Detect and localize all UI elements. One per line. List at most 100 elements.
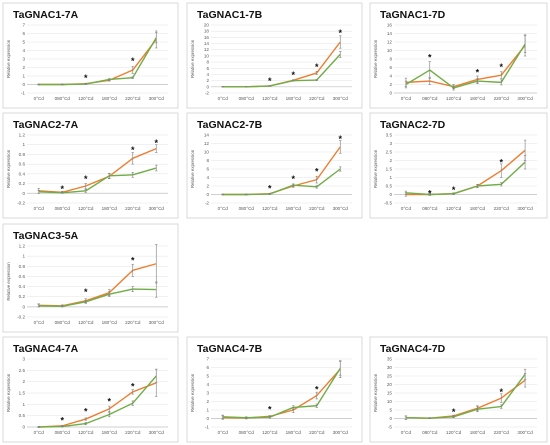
y-tick-label: 4: [206, 382, 209, 387]
y-axis-label: Relative expression: [373, 149, 378, 188]
x-tick-label: 220°Cd: [125, 430, 141, 435]
x-tick-label: 220°Cd: [494, 430, 510, 435]
series-line: [405, 161, 526, 196]
x-tick-label: 120°Cd: [446, 430, 462, 435]
chart-title: TaGNAC4-7D: [380, 343, 446, 355]
y-tick-label: 0.2: [19, 294, 26, 299]
y-axis-label: Relative expression: [6, 39, 11, 78]
chart-title: TaGNAC2-7A: [13, 119, 79, 131]
y-tick-label: 6: [206, 167, 209, 172]
y-tick-label: 0.6: [19, 162, 26, 167]
x-tick-label: 120°Cd: [78, 206, 94, 211]
x-tick-label: 080°Cd: [239, 206, 255, 211]
y-tick-label: 20: [387, 382, 393, 387]
y-tick-label: 3: [22, 357, 25, 362]
chart-panel: TaGNAC4-7B -1 0 1 2 3 4 5 6 7 Relative expression 0…: [186, 336, 363, 443]
y-tick-label: 2: [22, 379, 25, 384]
y-tick-label: 12: [204, 47, 210, 52]
y-tick-label: 16: [387, 23, 393, 28]
series-line: [38, 37, 157, 86]
x-tick-label: 300°Cd: [517, 206, 533, 211]
y-tick-label: 3: [206, 391, 209, 396]
y-tick-label: 0: [206, 84, 209, 89]
y-tick-label: 3.5: [386, 133, 393, 138]
y-tick-label: -1: [205, 425, 210, 430]
significance-marker: *: [291, 70, 295, 80]
significance-marker: *: [338, 28, 342, 38]
y-tick-label: -2: [205, 91, 210, 96]
y-tick-label: 7: [22, 23, 25, 28]
y-tick-label: 14: [204, 133, 210, 138]
x-tick-label: 0°Cd: [218, 430, 229, 435]
series-line: [38, 375, 157, 428]
x-tick-label: 300°Cd: [149, 96, 165, 101]
series-line: [405, 44, 526, 88]
x-tick-label: 080°Cd: [55, 320, 71, 325]
chart-panel: TaGNAC2-7B -2 0 2 4 6 8 10 12 14 Relative expressi…: [186, 112, 363, 219]
x-tick-label: 220°Cd: [494, 206, 510, 211]
series-line: [38, 288, 157, 308]
chart-panel: TaGNAC4-7D -5 0 5 10 15 20 25 30 35 Relative expre…: [369, 336, 548, 443]
significance-marker: *: [131, 56, 135, 66]
chart-title: TaGNAC1-7B: [197, 9, 263, 21]
y-tick-label: 6: [22, 31, 25, 36]
x-tick-label: 180°Cd: [102, 206, 118, 211]
panel-frame: [369, 336, 548, 443]
y-tick-label: 0.5: [19, 413, 26, 418]
x-tick-label: 220°Cd: [494, 96, 510, 101]
x-tick-label: 220°Cd: [125, 206, 141, 211]
y-tick-label: 0: [22, 82, 25, 87]
chart-title: TaGNAC1-7D: [380, 9, 446, 21]
x-tick-label: 180°Cd: [102, 96, 118, 101]
y-tick-label: 0.2: [19, 181, 26, 186]
y-tick-label: 1.2: [19, 133, 26, 138]
y-tick-label: 2: [206, 399, 209, 404]
significance-marker: *: [131, 256, 135, 266]
y-tick-label: 8: [206, 158, 209, 163]
significance-marker: *: [428, 52, 432, 62]
significance-marker: *: [499, 62, 503, 72]
y-axis-label: Relative expression: [6, 262, 11, 301]
y-tick-label: 8: [389, 57, 392, 62]
panel-frame: [2, 2, 179, 109]
y-tick-label: 14: [387, 31, 393, 36]
x-tick-label: 080°Cd: [55, 96, 71, 101]
y-tick-label: 20: [204, 23, 210, 28]
y-tick-label: 4: [22, 48, 25, 53]
panel-frame: [186, 336, 363, 443]
y-tick-label: 0.4: [19, 284, 26, 289]
significance-marker: *: [476, 67, 480, 77]
x-tick-label: 120°Cd: [446, 206, 462, 211]
y-tick-label: 4: [206, 175, 209, 180]
y-tick-label: -0.5: [384, 201, 392, 206]
x-tick-label: 080°Cd: [55, 430, 71, 435]
x-tick-label: 120°Cd: [78, 320, 94, 325]
y-axis-label: Relative expression: [373, 39, 378, 78]
y-tick-label: 0.4: [19, 171, 26, 176]
x-tick-label: 0°Cd: [218, 96, 229, 101]
chart-title: TaGNAC1-7A: [13, 9, 79, 21]
x-tick-label: 180°Cd: [470, 206, 486, 211]
y-tick-label: 2: [389, 158, 392, 163]
x-tick-label: 0°Cd: [34, 206, 45, 211]
y-tick-label: 6: [206, 66, 209, 71]
panel-frame: [2, 223, 179, 333]
series-line: [405, 43, 526, 89]
y-tick-label: 2.5: [386, 150, 393, 155]
y-tick-label: 12: [204, 141, 210, 146]
y-tick-label: 0: [206, 192, 209, 197]
y-tick-label: 0: [206, 416, 209, 421]
significance-marker: *: [315, 62, 319, 72]
y-tick-label: 10: [387, 399, 393, 404]
y-axis-label: Relative expression: [6, 373, 11, 412]
series-line: [222, 367, 341, 419]
x-tick-label: 080°Cd: [422, 96, 438, 101]
x-tick-label: 120°Cd: [78, 96, 94, 101]
y-tick-label: 0.8: [19, 264, 26, 269]
y-tick-label: -0.2: [17, 315, 25, 320]
significance-marker: *: [291, 174, 295, 184]
y-tick-label: 6: [389, 65, 392, 70]
chart-title: TaGNAC4-7A: [13, 343, 79, 355]
x-tick-label: 300°Cd: [149, 206, 165, 211]
